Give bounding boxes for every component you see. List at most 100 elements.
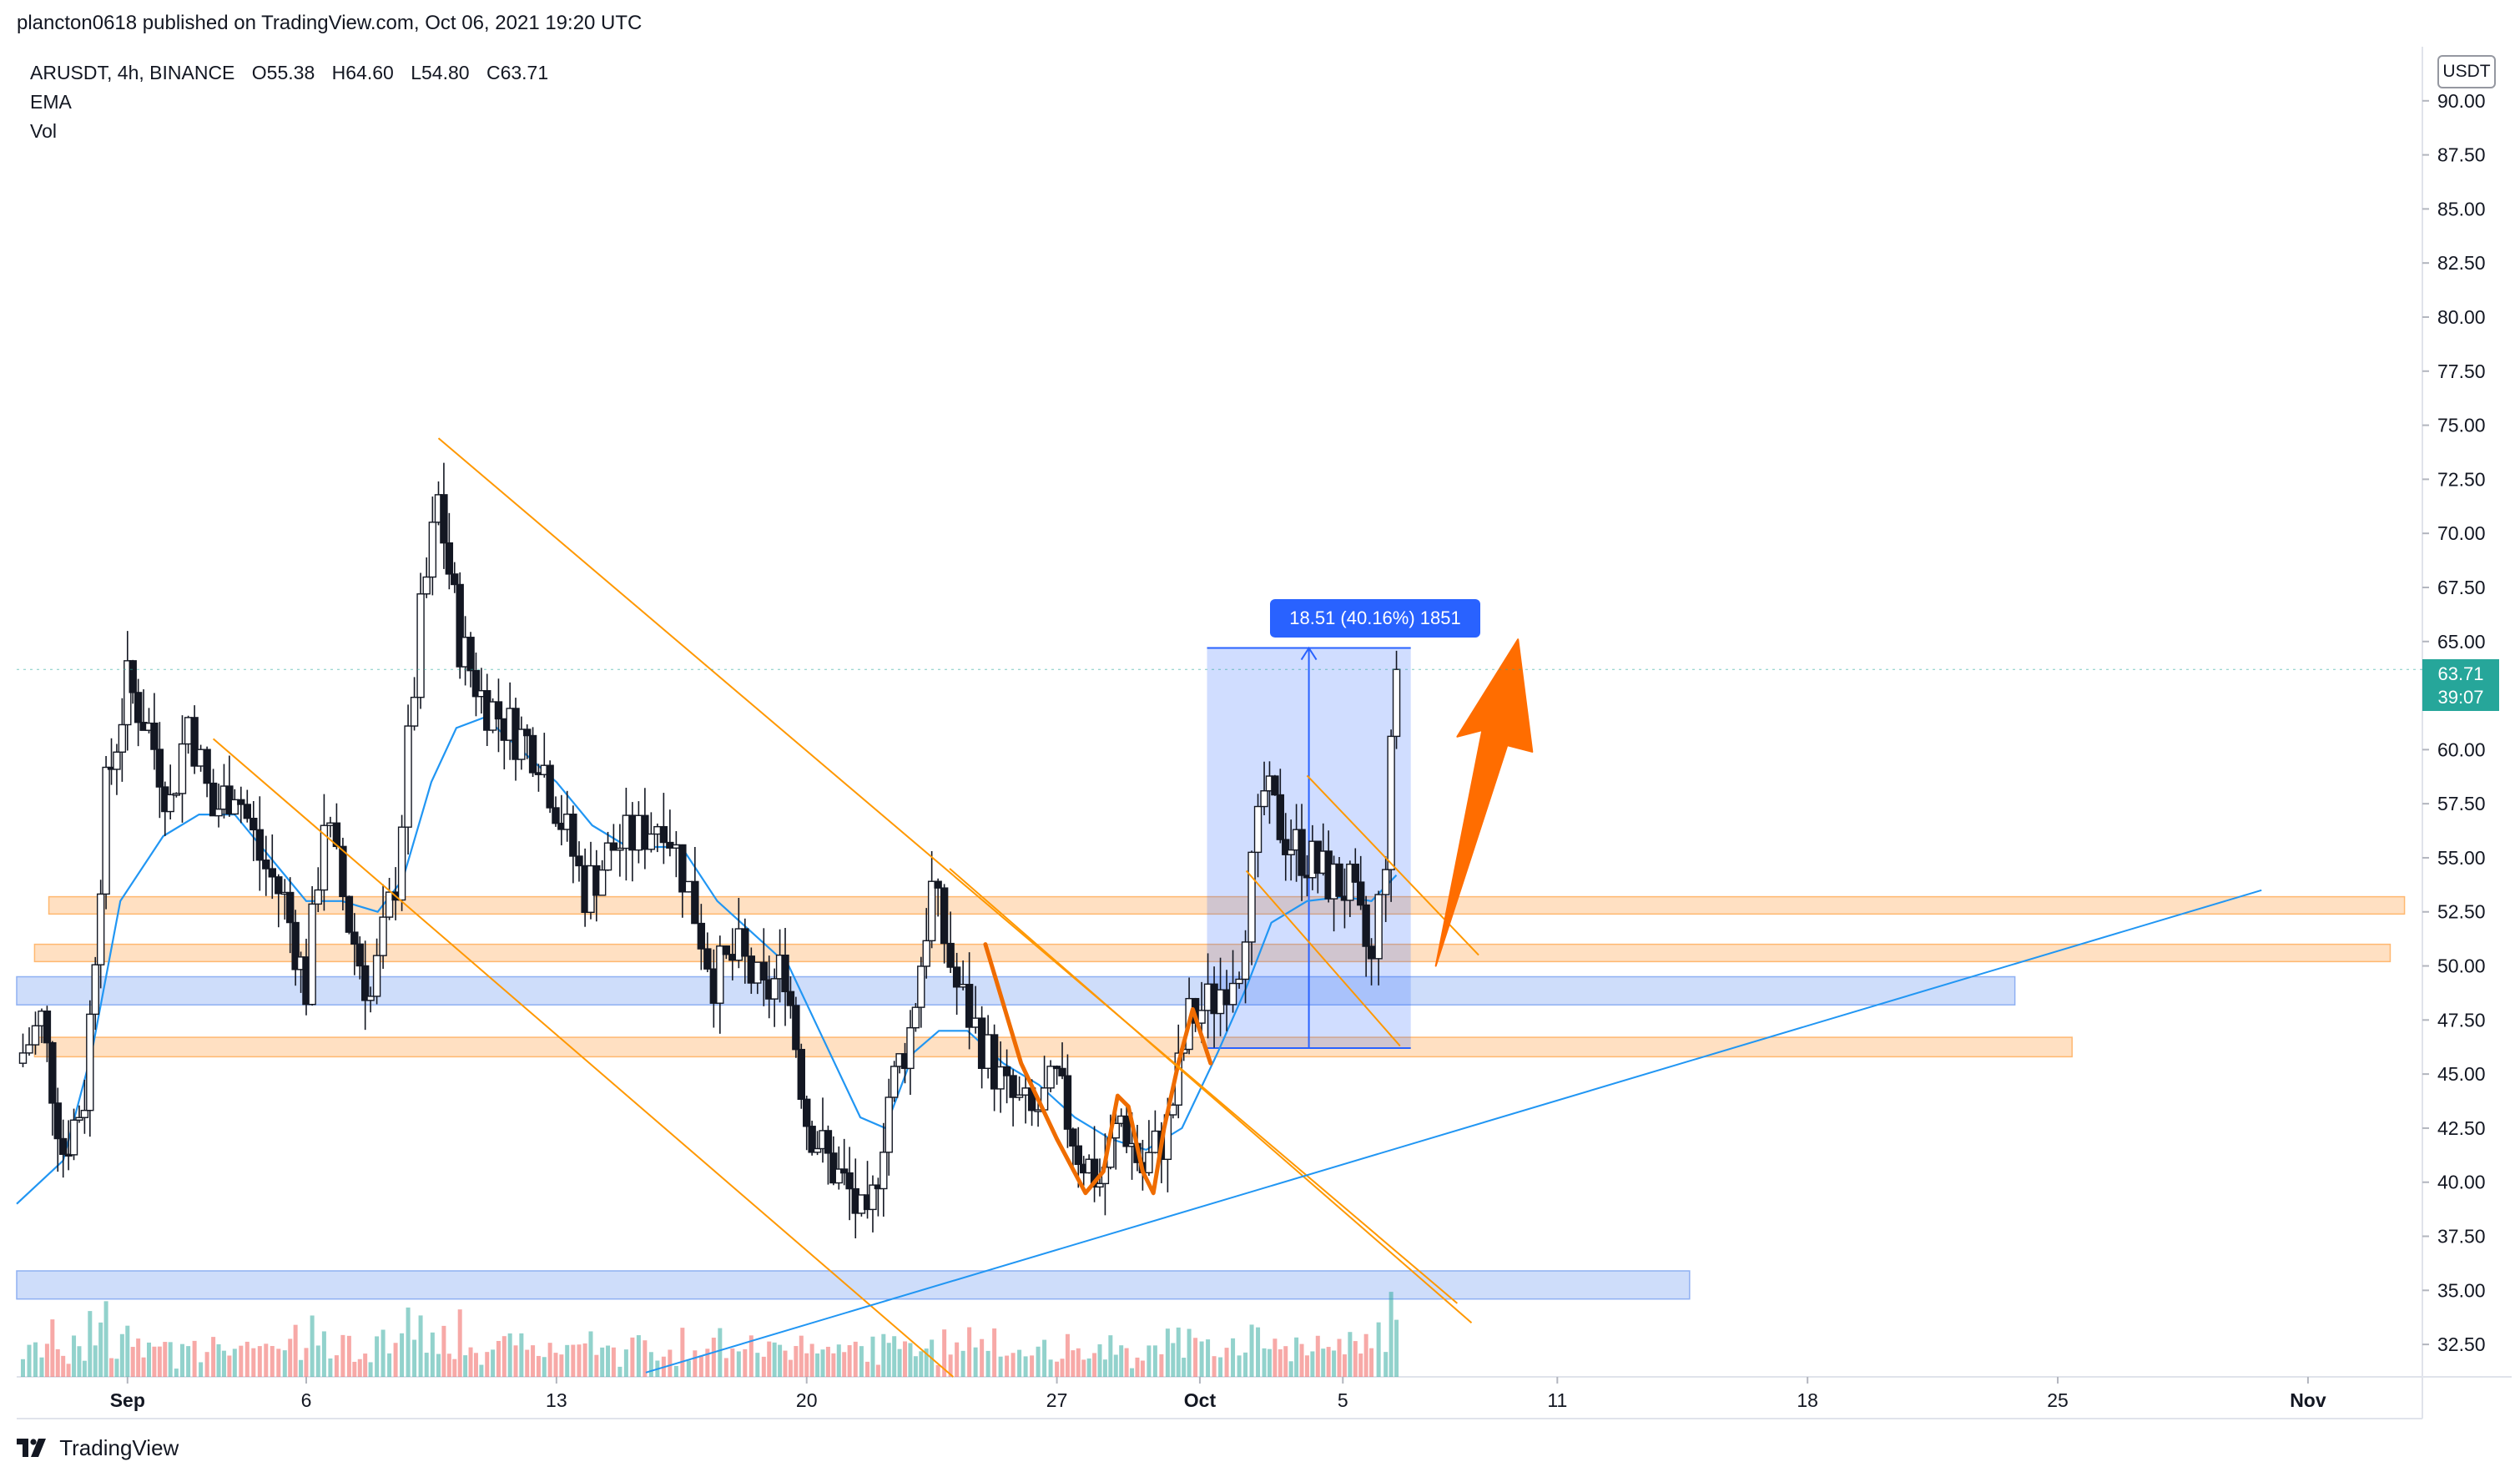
y-tick-label: 52.50 — [2437, 901, 2486, 923]
volume-bar — [192, 1340, 197, 1377]
legend-ohlc: O55.38 H64.60 L54.80 C63.71 — [252, 62, 560, 83]
volume-bar — [847, 1345, 852, 1377]
candle-body — [379, 916, 387, 956]
trend-line-orange — [1245, 870, 1401, 1047]
candle-body — [150, 722, 159, 750]
volume-bar — [1389, 1292, 1394, 1377]
x-tick-label: 25 — [2047, 1389, 2069, 1411]
volume-bar — [1187, 1328, 1192, 1377]
axis-unit-button[interactable]: USDT — [2437, 55, 2496, 88]
volume-bar — [1267, 1348, 1272, 1377]
candle-body — [314, 889, 322, 905]
candle-body — [422, 576, 431, 595]
candle-body — [990, 1034, 999, 1090]
candle-body — [1298, 829, 1306, 876]
volume-bar — [1165, 1328, 1170, 1377]
volume-bar — [992, 1328, 997, 1377]
volume-bar — [418, 1315, 423, 1377]
legend-indicator-ema[interactable]: EMA — [30, 91, 72, 113]
volume-bar — [1119, 1345, 1124, 1377]
volume-bar — [315, 1345, 320, 1377]
volume-bar — [903, 1341, 908, 1377]
candle-body — [1357, 881, 1365, 906]
volume-bar — [50, 1319, 55, 1377]
candle-body — [641, 814, 649, 850]
candle-body — [445, 542, 454, 575]
volume-bar — [232, 1348, 237, 1377]
volume-bar — [381, 1329, 386, 1377]
candle-body — [118, 723, 127, 753]
volume-bar — [1065, 1333, 1070, 1377]
volume-bar — [352, 1361, 357, 1377]
volume-bar — [204, 1352, 209, 1377]
candle-body — [308, 903, 316, 1006]
volume-bar — [1017, 1349, 1022, 1377]
y-tick-label: 67.50 — [2437, 577, 2486, 598]
legend-indicator-vol[interactable]: Vol — [30, 120, 57, 142]
candle-body — [332, 822, 341, 848]
candle-body — [917, 965, 925, 1008]
volume-bar — [1011, 1353, 1016, 1377]
volume-bar — [157, 1346, 162, 1377]
candle-body — [366, 996, 375, 1001]
candle-body — [697, 922, 706, 950]
y-tick-label: 45.00 — [2437, 1063, 2486, 1085]
volume-bar — [430, 1332, 435, 1377]
candle-body — [659, 825, 668, 844]
candle-body — [703, 948, 712, 970]
volume-bar — [985, 1350, 990, 1377]
candle-body — [879, 1152, 888, 1190]
candle-body — [494, 701, 503, 720]
candle-body — [440, 494, 448, 544]
volume-bar — [179, 1343, 184, 1377]
candle-body — [69, 1119, 78, 1156]
volume-bar — [1376, 1322, 1381, 1377]
candle-body — [786, 991, 795, 1006]
volume-bar — [1135, 1357, 1140, 1377]
volume-bar — [1005, 1355, 1010, 1377]
y-tick-label: 57.50 — [2437, 793, 2486, 814]
candle-body — [91, 964, 99, 1016]
volume-bar — [310, 1315, 315, 1377]
candle-body — [922, 940, 930, 967]
volume-bar — [276, 1348, 281, 1377]
volume-bar — [1076, 1348, 1081, 1377]
candle-body — [385, 891, 394, 918]
candle-body — [166, 794, 174, 813]
publish-info: plancton0618 published on TradingView.co… — [17, 12, 643, 34]
candle-body — [190, 717, 199, 767]
candle-body — [237, 799, 245, 805]
volume-bar — [406, 1307, 411, 1377]
volume-bar — [859, 1346, 864, 1377]
y-tick-label: 70.00 — [2437, 522, 2486, 544]
candle-body — [691, 880, 699, 925]
volume-bar — [270, 1346, 275, 1377]
volume-bar — [804, 1353, 809, 1377]
legend-symbol[interactable]: ARUSDT, 4h, BINANCE — [30, 62, 235, 83]
candle-body — [965, 984, 974, 1028]
volume-bar — [1048, 1359, 1053, 1377]
candle-body — [404, 725, 412, 828]
y-tick-label: 87.50 — [2437, 144, 2486, 166]
volume-bar — [594, 1354, 599, 1377]
candle-body — [1276, 794, 1285, 840]
measure-label: 18.51 (40.16%) 1851 — [1270, 599, 1480, 638]
volume-bar — [72, 1335, 77, 1377]
volume-bar — [686, 1360, 691, 1377]
volume-bar — [141, 1357, 146, 1377]
volume-bar — [1130, 1368, 1135, 1377]
volume-bar — [1348, 1332, 1353, 1377]
volume-bar — [239, 1345, 244, 1377]
candle-body — [885, 1096, 893, 1153]
volume-bar — [1353, 1341, 1358, 1377]
volume-bar — [761, 1356, 766, 1377]
x-tick-label: Sep — [110, 1389, 145, 1411]
candle-body — [834, 1168, 843, 1184]
volume-bar — [55, 1348, 60, 1377]
volume-bar — [103, 1301, 108, 1377]
candle-body — [129, 660, 137, 693]
legend-low: L54.80 — [411, 62, 470, 83]
candle-body — [940, 887, 949, 945]
volume-bar — [1086, 1358, 1091, 1377]
